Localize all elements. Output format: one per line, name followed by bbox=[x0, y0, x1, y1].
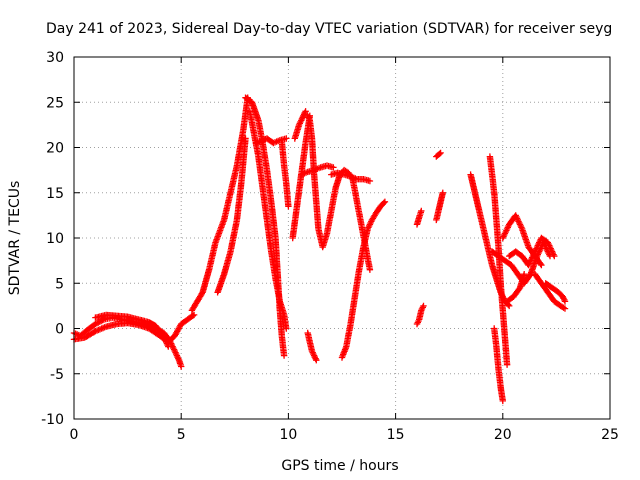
data-markers bbox=[70, 94, 569, 405]
y-tick-label: 20 bbox=[46, 141, 64, 157]
y-tick-label: 25 bbox=[46, 95, 64, 111]
y-tick-label: -5 bbox=[50, 367, 64, 383]
plus-markers bbox=[503, 271, 528, 305]
series-arc14 bbox=[338, 198, 389, 361]
plus-markers bbox=[291, 108, 309, 142]
series-arc16 bbox=[304, 329, 320, 364]
plus-markers bbox=[246, 108, 290, 332]
series-arc4 bbox=[188, 94, 251, 314]
x-axis-label: GPS time / hours bbox=[281, 458, 398, 474]
chart-title: Day 241 of 2023, Sidereal Day-to-day VTE… bbox=[46, 21, 612, 37]
plus-markers bbox=[214, 135, 249, 296]
series-arc9 bbox=[278, 139, 292, 210]
series-arc7 bbox=[246, 108, 290, 332]
series-arc5 bbox=[214, 135, 249, 296]
x-tick-label: 5 bbox=[177, 427, 186, 443]
plus-markers bbox=[433, 189, 446, 224]
plus-markers bbox=[433, 149, 444, 160]
plus-markers bbox=[413, 302, 427, 328]
axis-ticks: 0 5 10 15 20 25 -10 -5 0 5 10 15 20 25 30 bbox=[41, 50, 619, 443]
plus-markers bbox=[298, 162, 337, 178]
plus-markers bbox=[338, 198, 389, 361]
y-tick-label: -10 bbox=[41, 412, 64, 428]
y-tick-label: 0 bbox=[55, 322, 64, 338]
series-arc11 bbox=[291, 108, 309, 142]
x-tick-label: 0 bbox=[70, 427, 79, 443]
y-tick-label: 30 bbox=[46, 50, 64, 66]
x-tick-label: 25 bbox=[601, 427, 619, 443]
grid-lines bbox=[74, 57, 610, 419]
series-arc13 bbox=[298, 162, 337, 178]
plus-markers bbox=[542, 280, 569, 305]
series-arc8 bbox=[253, 135, 290, 147]
series-arc25 bbox=[499, 212, 545, 269]
plus-markers bbox=[467, 171, 513, 310]
y-tick-label: 5 bbox=[55, 276, 64, 292]
y-axis-label: SDTVAR / TECUs bbox=[7, 181, 23, 296]
series-arc17 bbox=[413, 302, 427, 328]
plus-markers bbox=[92, 311, 172, 350]
series-arc15 bbox=[328, 169, 374, 185]
plus-markers bbox=[531, 271, 569, 312]
series-arc21 bbox=[467, 171, 513, 310]
plus-markers bbox=[486, 153, 511, 368]
plus-markers bbox=[328, 169, 374, 185]
series-arc3 bbox=[92, 311, 172, 350]
series-arc19 bbox=[433, 189, 446, 224]
plus-markers bbox=[253, 135, 290, 147]
x-tick-label: 15 bbox=[387, 427, 405, 443]
series-arc26 bbox=[506, 234, 558, 269]
plus-markers bbox=[491, 325, 506, 405]
x-tick-label: 10 bbox=[279, 427, 297, 443]
plus-markers bbox=[499, 212, 545, 269]
x-tick-label: 20 bbox=[494, 427, 512, 443]
y-tick-label: 15 bbox=[46, 186, 64, 202]
series-arc22 bbox=[486, 153, 511, 368]
series-arc27 bbox=[503, 271, 528, 305]
plus-markers bbox=[304, 329, 320, 364]
series-arc20 bbox=[433, 149, 444, 160]
plus-markers bbox=[413, 207, 425, 228]
plus-markers bbox=[506, 234, 558, 269]
plus-markers bbox=[278, 139, 292, 210]
series-arc18 bbox=[413, 207, 425, 228]
y-tick-label: 10 bbox=[46, 231, 64, 247]
series-arc28 bbox=[531, 271, 569, 312]
series-arc23 bbox=[491, 325, 506, 405]
plus-markers bbox=[188, 94, 251, 314]
series-arc29 bbox=[542, 280, 569, 305]
